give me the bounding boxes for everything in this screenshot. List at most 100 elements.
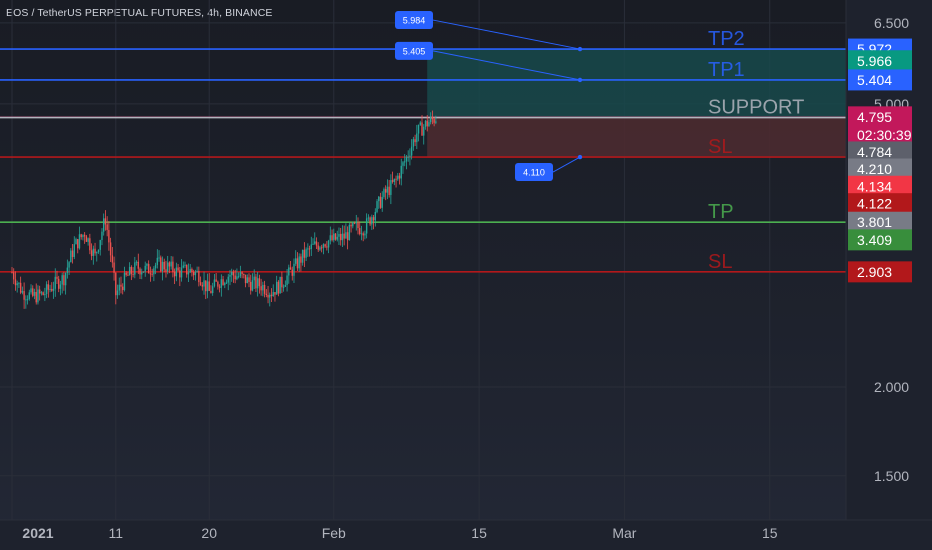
candle-body (153, 268, 155, 275)
candle-body (173, 272, 176, 277)
candle-body (217, 281, 219, 287)
candle-body (210, 290, 212, 294)
y-tick-label: 6.500 (874, 15, 909, 31)
candle-body (324, 244, 326, 247)
callout-anchor (577, 46, 583, 52)
candle-body (274, 292, 276, 295)
candle-body (232, 272, 235, 276)
candle-body (30, 288, 32, 293)
callout-connector (552, 156, 581, 173)
candle-body (61, 275, 63, 285)
candle-body (11, 272, 13, 274)
candle-body (168, 262, 171, 267)
candle-body (123, 272, 126, 291)
callout-label: 5.405 (403, 46, 426, 56)
candle-body (333, 233, 335, 241)
candle-body (160, 257, 162, 272)
candle-body (42, 292, 44, 296)
candle-body (381, 197, 383, 208)
candle-body (248, 277, 250, 282)
candle-body (184, 264, 186, 266)
candle-body (262, 284, 264, 291)
candle-body (45, 284, 48, 295)
candle-body (281, 276, 283, 288)
price-label: 4.210 (857, 161, 892, 177)
candle-body (352, 222, 354, 227)
x-tick-label: Feb (322, 525, 346, 541)
candle-body (429, 116, 432, 123)
candle-body (426, 120, 428, 127)
candle-body (158, 257, 160, 259)
candle-body (402, 162, 404, 166)
candle-body (75, 239, 77, 245)
candle-body (293, 263, 295, 276)
candle-body (407, 156, 409, 158)
candle-body (341, 233, 344, 241)
price-label-bg (848, 175, 912, 197)
candle-body (111, 255, 114, 263)
candle-body (54, 276, 56, 289)
candle-body (263, 284, 266, 294)
candle-body (115, 272, 117, 296)
candle-body (120, 284, 122, 287)
x-tick-label: 11 (109, 525, 124, 541)
candle-body (201, 284, 203, 287)
candle-body (127, 274, 129, 276)
candle-body (154, 264, 157, 269)
candle-body (161, 261, 164, 272)
x-tick-label: 15 (762, 525, 778, 541)
candle-body (220, 279, 223, 288)
candle-body (156, 257, 159, 265)
candle-body (177, 267, 179, 271)
candle-body (244, 274, 247, 284)
candle-body (395, 178, 397, 180)
candle-body (198, 271, 200, 283)
level-label: TP2 (708, 28, 745, 50)
candle-body (18, 282, 20, 284)
candle-body (317, 245, 319, 250)
candle-body (305, 249, 307, 258)
candle-body (379, 196, 382, 208)
candle-body (303, 249, 306, 258)
candle-body (400, 165, 402, 179)
time-axis (0, 520, 932, 550)
candle-body (421, 122, 423, 136)
candle-body (241, 272, 243, 275)
candle-body (272, 292, 274, 297)
candle-body (362, 233, 364, 236)
candle-body (405, 156, 408, 162)
candle-body (96, 252, 98, 254)
candle-body (71, 250, 74, 257)
candle-body (180, 267, 183, 278)
candle-body (58, 278, 60, 289)
candle-body (40, 292, 43, 294)
candle-body (141, 272, 143, 275)
candle-body (253, 276, 255, 281)
candle-body (134, 262, 136, 275)
candle-body (329, 235, 332, 241)
candle-body (269, 294, 271, 298)
candle-body (59, 284, 62, 289)
level-label: TP1 (708, 59, 745, 81)
candle-body (73, 244, 75, 257)
candle-body (167, 262, 169, 272)
candle-body (416, 133, 418, 143)
candle-body (300, 256, 302, 263)
callout-connector (432, 50, 581, 81)
candle-body (172, 261, 174, 273)
stop-zone (427, 116, 846, 158)
candle-body (147, 263, 150, 274)
candle-body (78, 234, 81, 249)
price-label: 2.903 (857, 264, 892, 280)
candle-body (89, 238, 91, 251)
candle-body (390, 180, 392, 195)
candle-body (336, 236, 338, 240)
candle-body (87, 238, 89, 242)
candle-body (320, 247, 323, 249)
candle-body (56, 276, 58, 279)
candle-body (315, 241, 318, 246)
x-tick-label: Mar (612, 525, 636, 541)
callout-connector (432, 19, 581, 50)
